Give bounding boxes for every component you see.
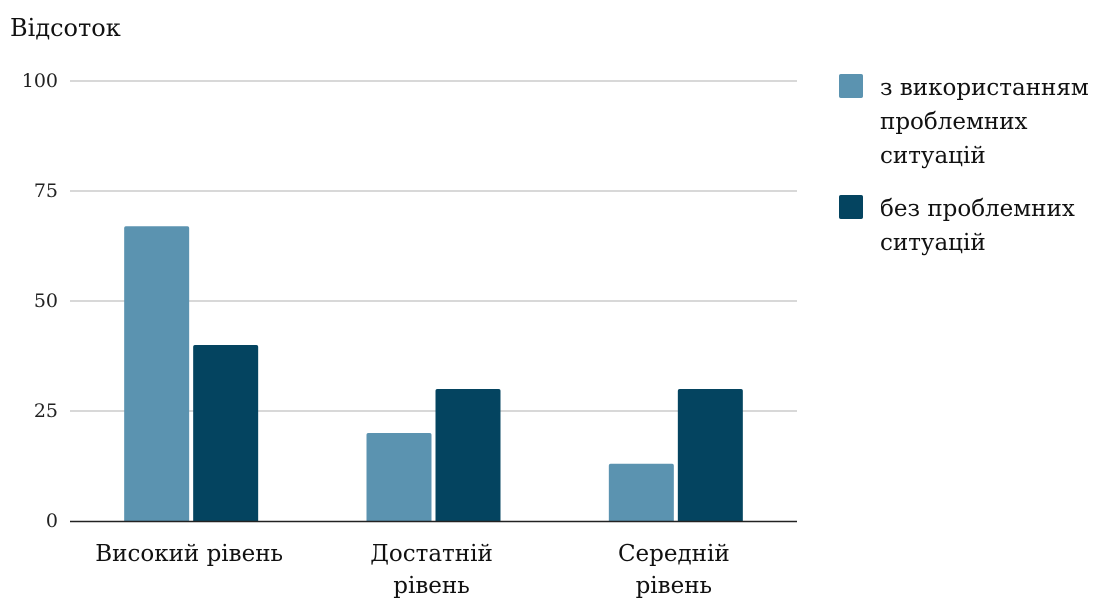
legend-label: проблемних bbox=[880, 109, 1028, 135]
bar-series1-3 bbox=[608, 463, 674, 521]
legend-label: ситуацій bbox=[880, 143, 986, 169]
x-tick-label: Середній bbox=[618, 541, 730, 567]
y-tick-label: 25 bbox=[34, 400, 58, 422]
bar-series2-1 bbox=[193, 345, 259, 521]
y-tick-label: 50 bbox=[34, 290, 58, 312]
bars bbox=[124, 226, 743, 521]
x-tick-label: рівень bbox=[393, 573, 470, 598]
x-tick-label: Достатній bbox=[370, 541, 493, 567]
legend-swatch-1 bbox=[839, 74, 863, 98]
bar-series2-2 bbox=[435, 389, 501, 521]
y-tick-label: 0 bbox=[46, 510, 58, 532]
bar-series1-1 bbox=[124, 226, 190, 521]
legend-label: з використанням bbox=[880, 75, 1089, 101]
legend: з використанням проблемних ситуацій без про… bbox=[839, 74, 1089, 256]
legend-label: ситуацій bbox=[880, 230, 986, 256]
legend-swatch-2 bbox=[839, 195, 863, 219]
x-tick-label: Високий рівень bbox=[95, 541, 283, 567]
y-tick-label: 75 bbox=[34, 180, 58, 202]
bar-series2-3 bbox=[677, 389, 743, 521]
y-axis-title: Відсоток bbox=[10, 14, 121, 42]
x-tick-label: рівень bbox=[636, 573, 713, 598]
category-labels: Високий рівень Достатній рівень Середній рів… bbox=[95, 541, 729, 598]
y-tick-label: 100 bbox=[22, 70, 58, 92]
gridlines: 0 25 50 75 100 bbox=[22, 70, 797, 532]
legend-label: без проблемних bbox=[880, 196, 1075, 222]
bar-series1-2 bbox=[366, 433, 432, 521]
